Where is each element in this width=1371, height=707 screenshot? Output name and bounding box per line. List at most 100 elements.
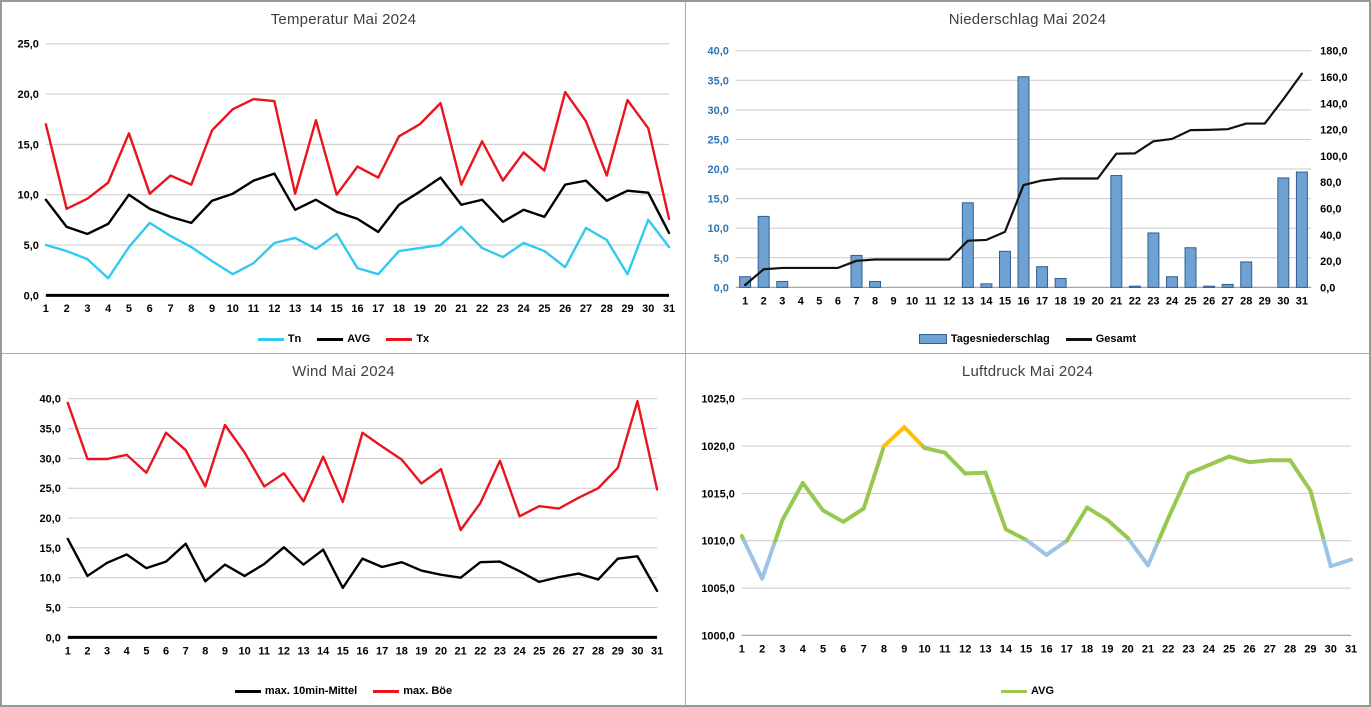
svg-text:1010,0: 1010,0: [701, 536, 735, 548]
gridlines: [45, 43, 670, 246]
svg-text:27: 27: [580, 303, 592, 315]
legend-label: Gesamt: [1095, 333, 1137, 345]
svg-text:16: 16: [1017, 295, 1029, 307]
svg-text:1: 1: [742, 295, 748, 307]
svg-text:22: 22: [1162, 643, 1174, 655]
svg-text:28: 28: [1240, 295, 1252, 307]
svg-text:1: 1: [43, 303, 49, 315]
svg-text:25: 25: [538, 303, 550, 315]
legend-item-Tn: Tn: [257, 333, 301, 345]
svg-text:8: 8: [188, 303, 194, 315]
gridlines: [67, 398, 658, 609]
svg-text:5: 5: [820, 643, 826, 655]
svg-text:31: 31: [651, 645, 663, 657]
svg-text:22: 22: [1129, 295, 1141, 307]
svg-text:27: 27: [1264, 643, 1276, 655]
svg-text:24: 24: [513, 645, 526, 657]
svg-text:15: 15: [337, 645, 349, 657]
svg-text:6: 6: [147, 303, 153, 315]
svg-text:29: 29: [612, 645, 624, 657]
svg-text:26: 26: [553, 645, 565, 657]
svg-text:25: 25: [1184, 295, 1196, 307]
temperatur-chart-title: Temperatur Mai 2024: [270, 11, 417, 28]
svg-text:20: 20: [434, 303, 446, 315]
svg-text:0,0: 0,0: [24, 290, 39, 302]
svg-text:7: 7: [861, 643, 867, 655]
legend-item-AVG: AVG: [317, 333, 370, 345]
svg-text:3: 3: [779, 295, 785, 307]
legend-item-Gesamt: Gesamt: [1065, 333, 1137, 345]
svg-text:80,0: 80,0: [1320, 177, 1341, 189]
svg-text:13: 13: [979, 643, 991, 655]
svg-text:26: 26: [1203, 295, 1215, 307]
gridlines: [741, 398, 1352, 589]
svg-text:18: 18: [1055, 295, 1067, 307]
legend-line-swatch-icon: [386, 337, 413, 341]
svg-text:15: 15: [999, 295, 1011, 307]
svg-text:17: 17: [1036, 295, 1048, 307]
x-axis-labels: 1 2 3 4 5 6 7 8 9 10 11 12 13 14 15 16 17 18 19 20 21 22 23 24 2…: [43, 303, 675, 315]
svg-text:20: 20: [1092, 295, 1104, 307]
svg-text:4: 4: [800, 643, 807, 655]
legend-item-max. Böe: max. Böe: [373, 685, 452, 697]
svg-text:28: 28: [592, 645, 604, 657]
svg-text:20,0: 20,0: [40, 513, 61, 525]
svg-text:9: 9: [209, 303, 215, 315]
svg-text:14: 14: [980, 295, 993, 307]
chart-panel-luftdruck: Luftdruck Mai 2024 1000,0 1005,0 1010,0 101…: [686, 354, 1369, 705]
svg-text:12: 12: [943, 295, 955, 307]
legend-item-max. 10min-Mittel: max. 10min-Mittel: [234, 685, 357, 697]
svg-text:5: 5: [126, 303, 132, 315]
svg-text:12: 12: [268, 303, 280, 315]
svg-text:31: 31: [1345, 643, 1357, 655]
svg-text:7: 7: [853, 295, 859, 307]
legend-line-swatch-icon: [373, 689, 400, 693]
svg-text:15,0: 15,0: [40, 543, 61, 555]
svg-text:1005,0: 1005,0: [701, 583, 735, 595]
svg-text:10,0: 10,0: [40, 573, 61, 585]
svg-text:21: 21: [455, 303, 467, 315]
svg-text:12: 12: [278, 645, 290, 657]
svg-text:2: 2: [761, 295, 767, 307]
legend-line-swatch-icon: [1000, 689, 1027, 693]
svg-text:15: 15: [1020, 643, 1032, 655]
svg-text:25: 25: [533, 645, 545, 657]
svg-text:0,0: 0,0: [1320, 282, 1335, 294]
legend-label: AVG: [347, 333, 371, 345]
svg-text:18: 18: [393, 303, 405, 315]
niederschlag-chart-legend: Tagesniederschlag Gesamt: [686, 333, 1369, 345]
svg-text:25,0: 25,0: [40, 483, 61, 495]
svg-text:7: 7: [167, 303, 173, 315]
svg-text:14: 14: [310, 303, 323, 315]
svg-text:21: 21: [455, 645, 467, 657]
svg-text:30: 30: [642, 303, 654, 315]
svg-text:20,0: 20,0: [18, 89, 39, 101]
legend-item-Tx: Tx: [386, 333, 429, 345]
legend-line-swatch-icon: [234, 689, 261, 693]
svg-text:30: 30: [1325, 643, 1337, 655]
legend-line-swatch-icon: [317, 337, 344, 341]
svg-text:10,0: 10,0: [18, 190, 39, 202]
svg-text:18: 18: [396, 645, 408, 657]
svg-text:3: 3: [104, 645, 110, 657]
svg-text:26: 26: [1243, 643, 1255, 655]
svg-text:6: 6: [835, 295, 841, 307]
svg-text:11: 11: [258, 645, 270, 657]
svg-text:11: 11: [248, 303, 260, 315]
chart-panel-niederschlag: Niederschlag Mai 2024 0,0 5,0 10,0 15,0 20,0…: [686, 2, 1369, 353]
svg-text:23: 23: [1147, 295, 1159, 307]
svg-text:28: 28: [601, 303, 613, 315]
svg-text:25,0: 25,0: [708, 134, 729, 146]
svg-text:1020,0: 1020,0: [701, 441, 735, 453]
niederschlag-chart-title: Niederschlag Mai 2024: [948, 11, 1107, 28]
svg-text:20,0: 20,0: [1320, 256, 1341, 268]
svg-text:5,0: 5,0: [46, 603, 61, 615]
y-axis-left-labels: 1000,0 1005,0 1010,0 1015,0 1020,0 1025,0: [701, 394, 735, 643]
svg-text:4: 4: [798, 295, 805, 307]
svg-text:20,0: 20,0: [708, 164, 729, 176]
legend-label: max. Böe: [403, 685, 453, 697]
svg-text:17: 17: [372, 303, 384, 315]
svg-text:40,0: 40,0: [40, 394, 61, 406]
svg-text:22: 22: [476, 303, 488, 315]
